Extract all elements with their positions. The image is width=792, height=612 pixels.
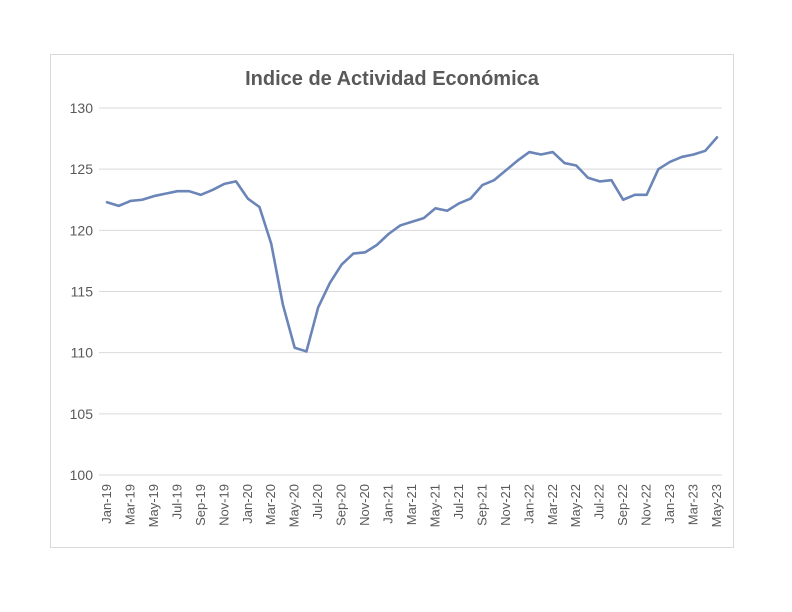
x-tick-label: Jul-19 bbox=[169, 484, 184, 519]
x-tick-label: Jan-21 bbox=[381, 484, 396, 524]
x-tick-label: Mar-19 bbox=[122, 484, 137, 525]
y-tick-label: 130 bbox=[70, 100, 94, 116]
chart-frame bbox=[50, 54, 734, 548]
x-tick-label: Sep-22 bbox=[615, 484, 630, 526]
x-tick-label: Jan-23 bbox=[662, 484, 677, 524]
y-tick-label: 120 bbox=[70, 222, 94, 238]
x-tick-label: Mar-23 bbox=[686, 484, 701, 525]
x-tick-label: May-22 bbox=[568, 484, 583, 527]
y-tick-label: 100 bbox=[70, 467, 94, 483]
y-tick-label: 105 bbox=[70, 406, 94, 422]
x-tick-label: May-21 bbox=[427, 484, 442, 527]
x-tick-label: Nov-19 bbox=[216, 484, 231, 526]
x-tick-label: May-20 bbox=[287, 484, 302, 527]
x-tick-label: Jan-19 bbox=[99, 484, 114, 524]
x-tick-label: Jan-22 bbox=[521, 484, 536, 524]
x-axis-ticks: Jan-19 Mar-19 May-19 Jul-19 Sep-19 Nov-19 Jan-… bbox=[99, 484, 724, 527]
x-tick-label: Nov-21 bbox=[498, 484, 513, 526]
x-tick-label: Nov-20 bbox=[357, 484, 372, 526]
x-tick-label: Sep-19 bbox=[193, 484, 208, 526]
x-tick-label: Jul-20 bbox=[310, 484, 325, 519]
x-tick-label: May-23 bbox=[709, 484, 724, 527]
y-axis-ticks: 100 105 110 115 120 125 130 bbox=[70, 100, 94, 483]
chart-title: Indice de Actividad Económica bbox=[245, 68, 540, 90]
x-tick-label: Jul-22 bbox=[592, 484, 607, 519]
gridlines bbox=[99, 107, 722, 476]
y-tick-label: 115 bbox=[71, 284, 94, 300]
y-tick-label: 110 bbox=[71, 345, 94, 361]
x-tick-label: Mar-21 bbox=[404, 484, 419, 525]
x-tick-label: Sep-21 bbox=[474, 484, 489, 526]
x-tick-label: May-19 bbox=[146, 484, 161, 527]
x-tick-label: Jul-21 bbox=[451, 484, 466, 519]
x-tick-label: Jan-20 bbox=[240, 484, 255, 524]
x-tick-label: Nov-22 bbox=[639, 484, 654, 526]
x-tick-label: Mar-20 bbox=[263, 484, 278, 525]
series-layer bbox=[105, 136, 719, 353]
series-line-0 bbox=[105, 136, 719, 353]
x-tick-label: Mar-22 bbox=[545, 484, 560, 525]
x-tick-label: Sep-20 bbox=[334, 484, 349, 526]
y-tick-label: 125 bbox=[70, 161, 94, 177]
